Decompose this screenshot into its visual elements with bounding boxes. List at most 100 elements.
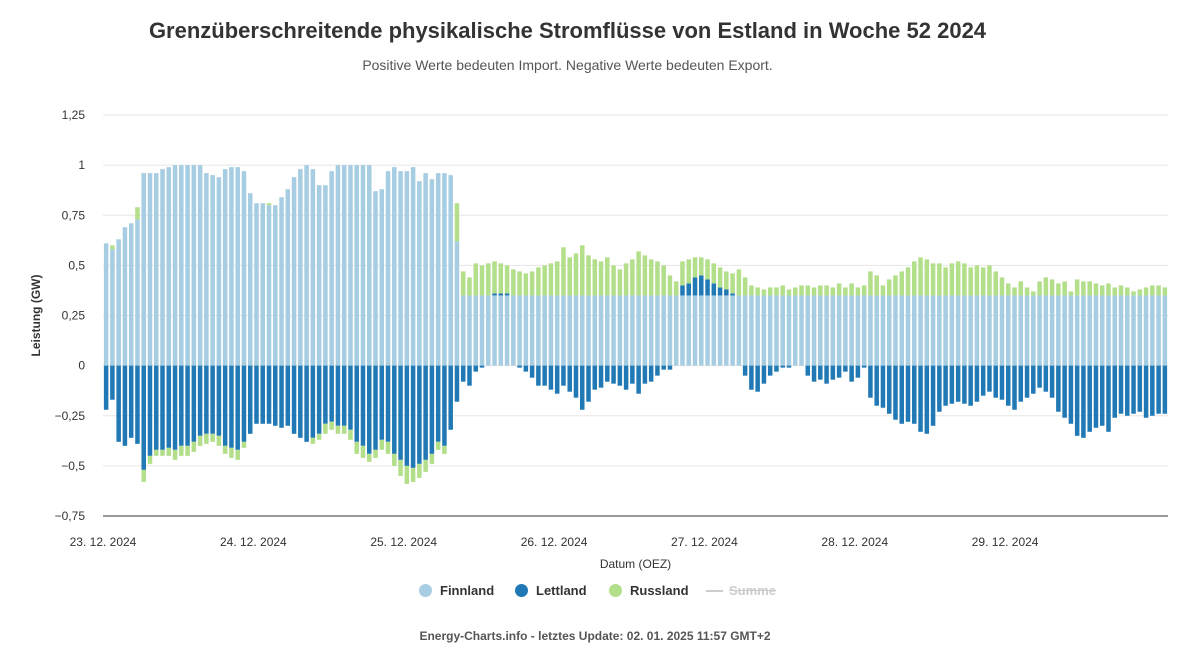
y-axis-title: Leistung (GW) [29,275,43,357]
x-axis-title: Datum (OEZ) [600,557,671,571]
bar-finnland [598,295,604,366]
bar-finnland [341,165,347,366]
legend-label-finnland: Finnland [440,583,495,598]
bar-finnland [1137,295,1143,366]
bar-lettland [492,293,497,296]
bar-finnland [673,295,679,366]
bar-russland [598,261,604,296]
bar-finnland [423,173,428,366]
bar-finnland [1118,295,1124,366]
bar-lettland [893,365,898,420]
bar-finnland [955,295,961,366]
bar-lettland [774,365,779,372]
bar-finnland [473,295,478,366]
bar-lettland [824,365,829,384]
bar-finnland [780,295,785,366]
bar-russland [667,275,673,296]
bar-lettland [955,365,961,402]
bar-russland [567,257,572,296]
legend-item-lettland[interactable]: Lettland [515,583,587,598]
bar-russland [460,271,466,296]
bar-lettland [1043,365,1049,392]
legend-item-finnland[interactable]: Finnland [419,583,494,598]
bar-russland [761,289,767,296]
bar-russland [1125,287,1130,296]
bar-russland [517,271,522,296]
bar-finnland [429,179,435,366]
bar-russland [210,433,215,442]
bar-finnland [542,295,547,366]
bar-russland [930,263,936,296]
bar-lettland [1156,365,1161,414]
bar-russland [630,259,635,296]
y-tick-label: −0,5 [61,459,85,473]
bar-lettland [1106,365,1111,432]
bar-lettland [755,365,760,392]
bar-finnland [460,295,466,366]
bar-finnland [699,295,704,366]
bar-russland [686,259,691,284]
bar-finnland [1056,295,1061,366]
bar-russland [955,261,961,296]
y-tick-label: −0,25 [55,409,86,423]
bar-russland [1062,281,1067,296]
bar-finnland [761,295,767,366]
bar-lettland [636,365,641,394]
bar-finnland [730,295,735,366]
bar-russland [110,245,115,250]
bar-lettland [1131,365,1136,414]
bar-russland [1056,283,1061,296]
bar-lettland [523,365,529,372]
bar-finnland [348,165,353,366]
bar-russland [404,465,410,484]
bar-lettland [210,365,215,434]
bar-lettland [630,365,635,384]
bar-russland [655,261,660,296]
bar-lettland [360,365,366,446]
bar-lettland [711,283,717,296]
chart-legend: Finnland Lettland Russland Summe [0,583,1200,603]
bar-russland [579,245,585,296]
bar-finnland [141,173,146,366]
bar-russland [153,449,159,456]
bar-lettland [648,365,654,382]
bar-russland [855,287,861,296]
bar-finnland [1081,295,1086,366]
bar-russland [348,429,353,440]
bar-finnland [617,295,623,366]
bar-russland [536,267,541,296]
bar-lettland [1093,365,1099,428]
legend-label-lettland: Lettland [536,583,587,598]
bar-finnland [893,295,898,366]
bar-russland [329,421,334,430]
bar-finnland [648,295,654,366]
bar-finnland [711,295,717,366]
bar-russland [661,265,666,296]
bar-finnland [304,165,309,366]
bar-lettland [417,365,422,464]
bar-finnland [454,241,460,366]
bar-finnland [191,165,197,366]
bar-finnland [799,295,804,366]
bar-russland [1005,283,1011,296]
bar-finnland [611,295,616,366]
bar-russland [818,285,823,296]
bar-russland [1068,291,1074,296]
bar-finnland [680,295,685,366]
bar-lettland [235,365,240,450]
bar-lettland [699,275,704,296]
bar-lettland [811,365,817,382]
bar-finnland [1131,295,1136,366]
bar-finnland [836,295,842,366]
bar-russland [523,273,529,296]
bar-finnland [962,295,967,366]
bar-finnland [1049,295,1055,366]
bar-finnland [1087,295,1092,366]
bar-lettland [661,365,666,370]
bar-lettland [1081,365,1086,438]
legend-item-russland[interactable]: Russland [609,583,689,598]
legend-item-summe[interactable]: Summe [706,583,776,598]
bar-finnland [103,243,109,366]
bar-lettland [611,365,616,384]
bar-finnland [930,295,936,366]
